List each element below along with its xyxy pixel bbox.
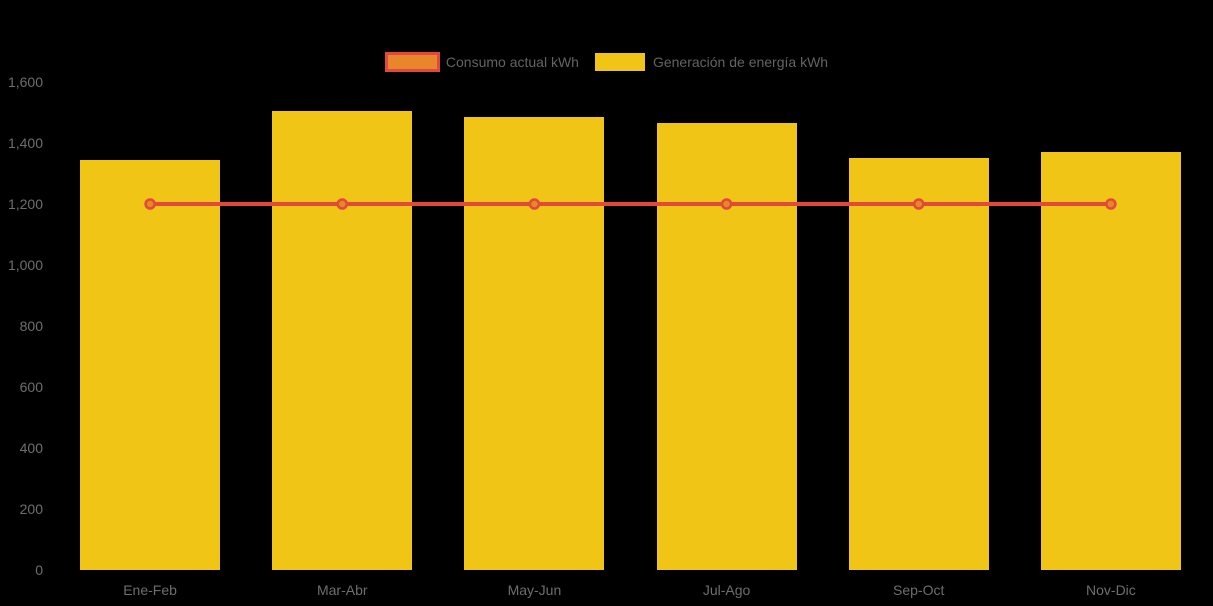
y-axis-tick-label: 400 bbox=[19, 440, 43, 456]
plot-area bbox=[54, 82, 1207, 570]
legend-item-generacion-energia[interactable]: Generación de energía kWh bbox=[594, 53, 829, 71]
x-axis-label-Jul-Ago: Jul-Ago bbox=[702, 582, 751, 598]
generacion-bar-swatch-icon bbox=[594, 53, 645, 71]
bar-generacion-May-Jun[interactable] bbox=[464, 117, 605, 570]
x-axis-label-Ene-Feb: Ene-Feb bbox=[123, 582, 177, 598]
chart-legend: Consumo actual kWh Generación de energía… bbox=[0, 50, 1213, 74]
y-axis-tick-label: 1,400 bbox=[7, 135, 43, 151]
y-axis-tick-label: 1,200 bbox=[7, 196, 43, 212]
consumo-line-marker-Jul-Ago[interactable] bbox=[720, 198, 733, 210]
consumo-line-marker-Ene-Feb[interactable] bbox=[144, 198, 156, 210]
y-axis-tick-label: 200 bbox=[19, 501, 43, 517]
consumo-line-swatch-icon bbox=[384, 52, 440, 72]
consumo-line-marker-May-Jun[interactable] bbox=[528, 198, 541, 210]
y-axis-tick-label: 1,600 bbox=[7, 74, 43, 90]
legend-item-consumo-actual[interactable]: Consumo actual kWh bbox=[384, 52, 579, 72]
bar-generacion-Mar-Abr[interactable] bbox=[272, 110, 413, 570]
consumo-line-layer bbox=[144, 198, 1117, 210]
bar-generacion-Ene-Feb[interactable] bbox=[80, 159, 221, 570]
bar-generacion-Jul-Ago[interactable] bbox=[656, 123, 797, 570]
x-axis-label-Sep-Oct: Sep-Oct bbox=[893, 582, 945, 598]
consumo-line-marker-Sep-Oct[interactable] bbox=[913, 198, 925, 210]
y-axis-tick-label: 600 bbox=[19, 379, 43, 395]
x-axis-label-Nov-Dic: Nov-Dic bbox=[1086, 582, 1136, 598]
bar-generacion-Sep-Oct[interactable] bbox=[848, 158, 989, 570]
consumo-line-marker-Nov-Dic[interactable] bbox=[1105, 198, 1117, 210]
consumo-line-marker-Mar-Abr[interactable] bbox=[336, 198, 348, 210]
x-axis-label-Mar-Abr: Mar-Abr bbox=[316, 582, 368, 598]
y-axis-tick-label: 800 bbox=[19, 318, 43, 334]
y-axis-tick-label: 0 bbox=[35, 562, 43, 578]
legend-label-generacion-energia: Generación de energía kWh bbox=[652, 54, 829, 70]
legend-label-consumo-actual: Consumo actual kWh bbox=[445, 54, 579, 70]
y-axis-tick-label: 1,000 bbox=[7, 257, 43, 273]
x-axis-label-May-Jun: May-Jun bbox=[507, 582, 562, 598]
bar-generacion-Nov-Dic[interactable] bbox=[1040, 152, 1181, 570]
